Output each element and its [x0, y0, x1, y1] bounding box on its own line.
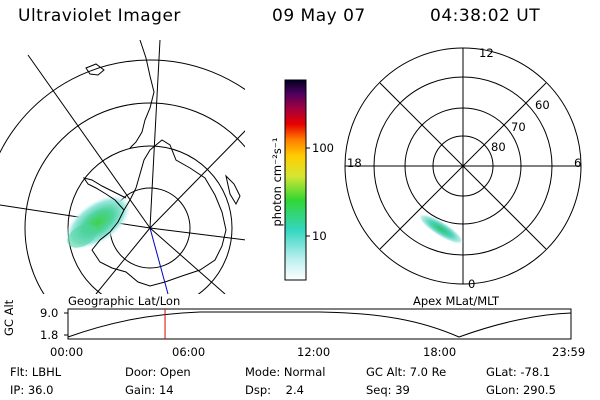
island-coastline: [225, 174, 241, 206]
info-dsp: Dsp: 2.4: [245, 383, 304, 397]
meridian: [149, 227, 226, 294]
island-coastline: [85, 63, 105, 76]
info-flt: Flt: LBHL: [10, 365, 62, 379]
meridian: [149, 130, 245, 229]
mlat-label-60: 60: [535, 98, 550, 112]
altitude-ylabel: GC Alt: [2, 299, 16, 336]
info-gc-alt: GC Alt: 7.0 Re: [366, 365, 447, 379]
altitude-ytick: 1.8: [40, 328, 59, 342]
meridian: [95, 227, 151, 294]
mlt-label-top: 12: [479, 46, 494, 60]
altitude-ytick: 9.0: [40, 306, 59, 320]
altitude-xtick: 18:00: [423, 345, 457, 359]
info-mode: Mode: Normal: [245, 365, 326, 379]
colorbar-tick: 100: [312, 141, 334, 155]
info-glat: GLat: -78.1: [486, 365, 551, 379]
geographic-label: Geographic Lat/Lon: [68, 294, 181, 308]
satellite-meridian-line: [149, 227, 169, 295]
altitude-plot-frame: [67, 308, 572, 340]
mlt-label-right: 6: [574, 156, 582, 170]
altitude-xtick: 06:00: [172, 345, 206, 359]
info-gain: Gain: 14: [125, 383, 174, 397]
antarctica-coastline: [91, 139, 227, 287]
aurora-emission: [418, 213, 464, 245]
info-seq: Seq: 39: [366, 383, 410, 397]
lat-circle: [0, 59, 245, 154]
altitude-xtick: 00:00: [50, 345, 84, 359]
info-door: Door: Open: [125, 365, 191, 379]
info-ip: IP: 36.0: [10, 383, 54, 397]
aurora-emission: [67, 224, 97, 248]
magnetic-label: Apex MLat/MLT: [413, 294, 500, 308]
south-america-coastline: [129, 39, 155, 149]
altitude-curve: [67, 311, 572, 338]
meridian: [149, 40, 161, 229]
antarctic-peninsula: [82, 177, 127, 211]
mlt-label-left: 18: [347, 156, 362, 170]
mlat-label-80: 80: [491, 140, 506, 154]
meridian: [27, 54, 151, 229]
colorbar-tick: 10: [312, 229, 327, 243]
date-label: 09 May 07: [272, 6, 366, 26]
info-glon: GLon: 290.5: [486, 383, 556, 397]
altitude-xtick: 12:00: [297, 345, 331, 359]
altitude-xtick: 23:59: [552, 345, 586, 359]
time-label: 04:38:02 UT: [430, 6, 541, 26]
meridian: [149, 227, 245, 241]
lat-circle: [24, 102, 245, 294]
instrument-title: Ultraviolet Imager: [18, 6, 181, 26]
mlt-label-bottom: 0: [468, 277, 476, 291]
mlat-label-70: 70: [511, 120, 526, 134]
